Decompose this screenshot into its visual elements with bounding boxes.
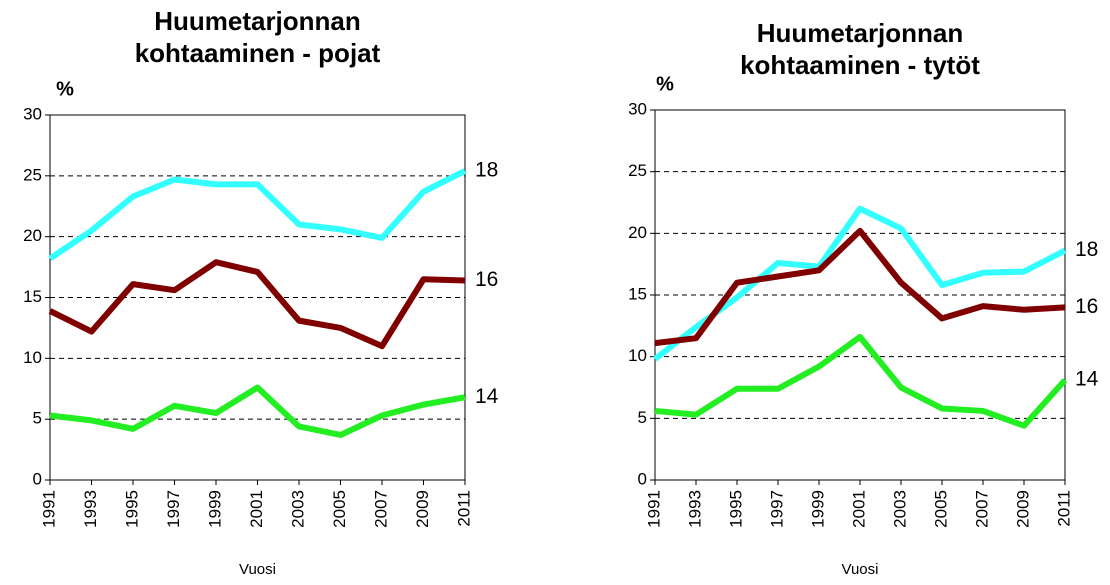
x-tick-label: 1991 xyxy=(39,490,58,528)
series-label: 18 xyxy=(1075,238,1098,261)
y-unit: % xyxy=(656,73,674,95)
y-tick-label: 25 xyxy=(23,165,42,184)
x-tick-label: 1997 xyxy=(767,490,786,528)
x-tick-label: 1995 xyxy=(122,490,141,528)
y-tick-label: 20 xyxy=(23,226,42,245)
series-line xyxy=(654,227,1066,347)
x-tick-label: 2003 xyxy=(288,490,307,528)
series-line xyxy=(48,168,467,262)
y-tick-label: 30 xyxy=(23,104,42,123)
x-tick-label: 2007 xyxy=(371,490,390,528)
series-line xyxy=(48,259,466,350)
y-tick-label: 5 xyxy=(33,409,42,428)
x-tick-label: 2007 xyxy=(972,490,991,528)
y-unit: % xyxy=(56,78,74,100)
x-tick-label: 1995 xyxy=(726,490,745,528)
x-tick-label: 1993 xyxy=(81,490,100,528)
x-axis-label: Vuosi xyxy=(239,561,276,578)
series-label: 16 xyxy=(475,268,498,291)
series-label: 14 xyxy=(475,385,499,408)
series-label: 18 xyxy=(475,159,498,182)
series-line xyxy=(653,205,1067,362)
x-axis-label: Vuosi xyxy=(842,561,879,578)
x-tick-label: 1999 xyxy=(205,490,224,528)
x-tick-label: 2005 xyxy=(931,490,950,528)
y-tick-label: 15 xyxy=(23,287,42,306)
chart-title: Huumetarjonnan kohtaaminen - pojat xyxy=(134,6,381,68)
x-tick-label: 2003 xyxy=(890,490,909,528)
series-line xyxy=(49,384,466,438)
x-tick-label: 1991 xyxy=(644,490,663,528)
x-tick-label: 2001 xyxy=(849,490,868,528)
y-tick-label: 5 xyxy=(638,408,647,427)
chart-title: Huumetarjonnan kohtaaminen - tytöt xyxy=(740,18,980,80)
x-tick-label: 2001 xyxy=(247,490,266,528)
x-tick-label: 2009 xyxy=(1013,490,1032,528)
plot-frame xyxy=(654,109,1066,481)
y-tick-label: 10 xyxy=(23,348,42,367)
series-line xyxy=(654,333,1068,429)
series-label: 14 xyxy=(1075,368,1099,391)
y-tick-label: 0 xyxy=(638,469,647,488)
y-tick-label: 30 xyxy=(628,99,647,118)
y-tick-label: 25 xyxy=(628,161,647,180)
x-tick-label: 1999 xyxy=(808,490,827,528)
x-tick-label: 2011 xyxy=(1054,490,1073,527)
x-tick-label: 2005 xyxy=(330,490,349,528)
y-tick-label: 15 xyxy=(628,284,647,303)
x-tick-label: 2009 xyxy=(413,490,432,528)
x-tick-label: 1993 xyxy=(685,490,704,528)
y-tick-label: 20 xyxy=(628,223,647,242)
x-tick-label: 2011 xyxy=(454,490,473,527)
series-label: 16 xyxy=(1075,295,1098,318)
y-tick-label: 10 xyxy=(628,346,647,365)
y-tick-label: 0 xyxy=(33,469,42,488)
x-tick-label: 1997 xyxy=(164,490,183,528)
